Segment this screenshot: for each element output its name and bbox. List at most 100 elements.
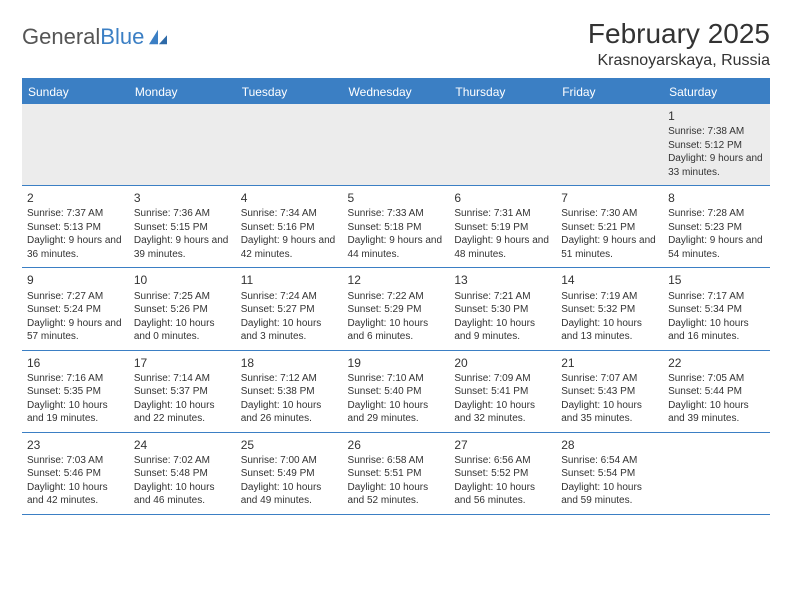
day-number: 19 xyxy=(348,355,445,371)
sunrise-text: Sunrise: 7:16 AM xyxy=(27,372,124,386)
day-cell: 3Sunrise: 7:36 AMSunset: 5:15 PMDaylight… xyxy=(129,186,236,268)
sunrise-text: Sunrise: 7:34 AM xyxy=(241,207,338,221)
day-number: 26 xyxy=(348,437,445,453)
day-cell xyxy=(343,104,450,186)
day-cell: 11Sunrise: 7:24 AMSunset: 5:27 PMDayligh… xyxy=(236,268,343,350)
daylight-text: Daylight: 10 hours and 13 minutes. xyxy=(561,317,658,344)
day-header: Wednesday xyxy=(343,80,450,104)
sunrise-text: Sunrise: 7:17 AM xyxy=(668,290,765,304)
week-row: 9Sunrise: 7:27 AMSunset: 5:24 PMDaylight… xyxy=(22,268,770,350)
sunrise-text: Sunrise: 7:33 AM xyxy=(348,207,445,221)
week-row: 16Sunrise: 7:16 AMSunset: 5:35 PMDayligh… xyxy=(22,350,770,432)
daylight-text: Daylight: 10 hours and 29 minutes. xyxy=(348,399,445,426)
day-cell: 1Sunrise: 7:38 AMSunset: 5:12 PMDaylight… xyxy=(663,104,770,186)
day-number: 4 xyxy=(241,190,338,206)
sunrise-text: Sunrise: 6:58 AM xyxy=(348,454,445,468)
day-cell: 12Sunrise: 7:22 AMSunset: 5:29 PMDayligh… xyxy=(343,268,450,350)
sunrise-text: Sunrise: 7:30 AM xyxy=(561,207,658,221)
day-number: 25 xyxy=(241,437,338,453)
day-cell xyxy=(22,104,129,186)
day-number: 21 xyxy=(561,355,658,371)
sunset-text: Sunset: 5:48 PM xyxy=(134,467,231,481)
daylight-text: Daylight: 10 hours and 39 minutes. xyxy=(668,399,765,426)
day-number: 6 xyxy=(454,190,551,206)
day-number: 8 xyxy=(668,190,765,206)
daylight-text: Daylight: 10 hours and 3 minutes. xyxy=(241,317,338,344)
daylight-text: Daylight: 10 hours and 56 minutes. xyxy=(454,481,551,508)
daylight-text: Daylight: 10 hours and 32 minutes. xyxy=(454,399,551,426)
week-row: 23Sunrise: 7:03 AMSunset: 5:46 PMDayligh… xyxy=(22,432,770,514)
daylight-text: Daylight: 9 hours and 42 minutes. xyxy=(241,234,338,261)
sunset-text: Sunset: 5:49 PM xyxy=(241,467,338,481)
sunset-text: Sunset: 5:52 PM xyxy=(454,467,551,481)
day-cell: 18Sunrise: 7:12 AMSunset: 5:38 PMDayligh… xyxy=(236,350,343,432)
day-cell: 25Sunrise: 7:00 AMSunset: 5:49 PMDayligh… xyxy=(236,432,343,514)
month-title: February 2025 xyxy=(588,18,770,50)
header: GeneralBlue February 2025 Krasnoyarskaya… xyxy=(22,18,770,70)
logo: GeneralBlue xyxy=(22,18,169,50)
day-number: 14 xyxy=(561,272,658,288)
sunrise-text: Sunrise: 7:05 AM xyxy=(668,372,765,386)
sunrise-text: Sunrise: 7:28 AM xyxy=(668,207,765,221)
logo-text-general: General xyxy=(22,24,100,50)
day-number: 28 xyxy=(561,437,658,453)
day-number: 3 xyxy=(134,190,231,206)
sunset-text: Sunset: 5:12 PM xyxy=(668,139,765,153)
sunset-text: Sunset: 5:43 PM xyxy=(561,385,658,399)
sunrise-text: Sunrise: 7:09 AM xyxy=(454,372,551,386)
sunset-text: Sunset: 5:51 PM xyxy=(348,467,445,481)
sunset-text: Sunset: 5:35 PM xyxy=(27,385,124,399)
day-number: 22 xyxy=(668,355,765,371)
daylight-text: Daylight: 10 hours and 59 minutes. xyxy=(561,481,658,508)
day-cell: 19Sunrise: 7:10 AMSunset: 5:40 PMDayligh… xyxy=(343,350,450,432)
day-cell: 4Sunrise: 7:34 AMSunset: 5:16 PMDaylight… xyxy=(236,186,343,268)
sunset-text: Sunset: 5:21 PM xyxy=(561,221,658,235)
daylight-text: Daylight: 9 hours and 57 minutes. xyxy=(27,317,124,344)
daylight-text: Daylight: 9 hours and 36 minutes. xyxy=(27,234,124,261)
day-cell: 5Sunrise: 7:33 AMSunset: 5:18 PMDaylight… xyxy=(343,186,450,268)
day-header: Sunday xyxy=(22,80,129,104)
sunrise-text: Sunrise: 7:21 AM xyxy=(454,290,551,304)
day-cell xyxy=(236,104,343,186)
day-header: Monday xyxy=(129,80,236,104)
day-header: Friday xyxy=(556,80,663,104)
sunrise-text: Sunrise: 7:14 AM xyxy=(134,372,231,386)
sunrise-text: Sunrise: 7:37 AM xyxy=(27,207,124,221)
sunrise-text: Sunrise: 7:10 AM xyxy=(348,372,445,386)
sunrise-text: Sunrise: 6:56 AM xyxy=(454,454,551,468)
sunset-text: Sunset: 5:34 PM xyxy=(668,303,765,317)
day-number: 17 xyxy=(134,355,231,371)
day-number: 1 xyxy=(668,108,765,124)
daylight-text: Daylight: 10 hours and 6 minutes. xyxy=(348,317,445,344)
calendar-body: 1Sunrise: 7:38 AMSunset: 5:12 PM Daylight… xyxy=(22,104,770,514)
sunrise-text: Sunrise: 7:38 AM xyxy=(668,125,765,139)
sunrise-text: Sunrise: 6:54 AM xyxy=(561,454,658,468)
daylight-text: Daylight: 10 hours and 9 minutes. xyxy=(454,317,551,344)
day-cell: 10Sunrise: 7:25 AMSunset: 5:26 PMDayligh… xyxy=(129,268,236,350)
sunrise-text: Sunrise: 7:12 AM xyxy=(241,372,338,386)
logo-text-blue: Blue xyxy=(100,24,144,50)
sunset-text: Sunset: 5:23 PM xyxy=(668,221,765,235)
week-row: 1Sunrise: 7:38 AMSunset: 5:12 PMDaylight… xyxy=(22,104,770,186)
day-number: 20 xyxy=(454,355,551,371)
daylight-text: Daylight: 10 hours and 42 minutes. xyxy=(27,481,124,508)
sunrise-text: Sunrise: 7:19 AM xyxy=(561,290,658,304)
day-cell: 2Sunrise: 7:37 AMSunset: 5:13 PMDaylight… xyxy=(22,186,129,268)
sunset-text: Sunset: 5:30 PM xyxy=(454,303,551,317)
day-cell: 6Sunrise: 7:31 AMSunset: 5:19 PMDaylight… xyxy=(449,186,556,268)
sunset-text: Sunset: 5:19 PM xyxy=(454,221,551,235)
daylight-text: Daylight: 10 hours and 46 minutes. xyxy=(134,481,231,508)
daylight-text: Daylight: 10 hours and 0 minutes. xyxy=(134,317,231,344)
sunset-text: Sunset: 5:32 PM xyxy=(561,303,658,317)
day-cell: 22Sunrise: 7:05 AMSunset: 5:44 PMDayligh… xyxy=(663,350,770,432)
daylight-text: Daylight: 10 hours and 16 minutes. xyxy=(668,317,765,344)
sunrise-text: Sunrise: 7:36 AM xyxy=(134,207,231,221)
day-header: Thursday xyxy=(449,80,556,104)
day-number: 13 xyxy=(454,272,551,288)
day-number: 18 xyxy=(241,355,338,371)
week-row: 2Sunrise: 7:37 AMSunset: 5:13 PMDaylight… xyxy=(22,186,770,268)
day-header: Saturday xyxy=(663,80,770,104)
daylight-text: Daylight: 9 hours and 44 minutes. xyxy=(348,234,445,261)
sunset-text: Sunset: 5:27 PM xyxy=(241,303,338,317)
day-cell: 9Sunrise: 7:27 AMSunset: 5:24 PMDaylight… xyxy=(22,268,129,350)
